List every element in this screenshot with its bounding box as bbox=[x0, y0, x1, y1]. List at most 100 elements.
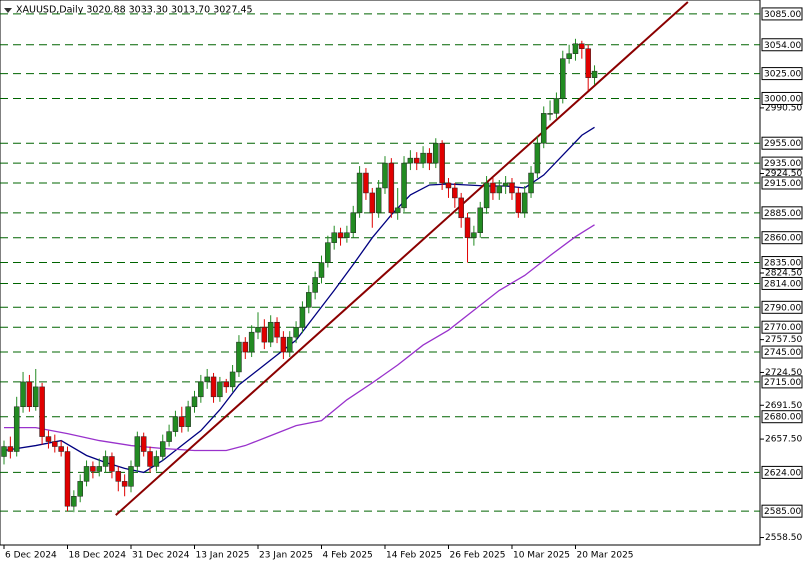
x-tick-label: 6 Dec 2024 bbox=[5, 551, 57, 561]
candle-body bbox=[534, 142, 541, 174]
candle-body bbox=[204, 376, 210, 383]
level-label: 2770.00 bbox=[764, 323, 801, 333]
candle-body bbox=[579, 43, 585, 49]
candle-body bbox=[102, 456, 109, 467]
candle-body bbox=[77, 481, 83, 497]
candle-body bbox=[90, 466, 96, 472]
candle-body bbox=[420, 152, 426, 164]
y-tick-label: 2757.50 bbox=[765, 335, 802, 345]
candle-body bbox=[318, 262, 325, 278]
level-label: 2955.00 bbox=[764, 139, 801, 149]
level-label: 2935.00 bbox=[764, 159, 801, 169]
candle-body bbox=[369, 192, 376, 214]
candle-body bbox=[39, 386, 45, 437]
level-label-box bbox=[761, 38, 803, 52]
trendline bbox=[115, 1, 689, 516]
candle-body bbox=[223, 381, 229, 388]
level-label: 2835.00 bbox=[764, 259, 801, 269]
level-label-box bbox=[761, 320, 803, 334]
candle-body bbox=[325, 242, 331, 263]
candle-body bbox=[375, 187, 382, 214]
candle-body bbox=[52, 441, 58, 447]
candle-body bbox=[274, 321, 280, 338]
candle-body bbox=[121, 481, 128, 487]
x-tick-label: 4 Feb 2025 bbox=[322, 551, 372, 561]
candle-body bbox=[344, 232, 350, 238]
candle-body bbox=[591, 70, 598, 78]
candle-body bbox=[388, 162, 395, 214]
y-tick-label: 2558.50 bbox=[765, 533, 802, 543]
candle-body bbox=[483, 182, 490, 209]
level-label: 3054.00 bbox=[764, 41, 801, 51]
level-label: 2790.00 bbox=[764, 303, 801, 313]
candle-body bbox=[337, 232, 344, 238]
candle-body bbox=[413, 157, 420, 164]
candle-body bbox=[439, 142, 445, 184]
x-tick-label: 23 Jan 2025 bbox=[259, 551, 313, 561]
candle-body bbox=[572, 43, 579, 54]
candle-body bbox=[521, 192, 528, 214]
candle-body bbox=[13, 406, 20, 452]
candle-body bbox=[299, 307, 306, 328]
plot bbox=[0, 1, 760, 516]
candle-body bbox=[248, 331, 255, 353]
candle-body bbox=[83, 466, 90, 482]
level-label-box bbox=[761, 7, 803, 21]
candle-body bbox=[401, 162, 407, 209]
candle-body bbox=[179, 416, 185, 427]
level-label-box bbox=[761, 375, 803, 389]
level-label: 2585.00 bbox=[764, 507, 801, 517]
candle-body bbox=[1, 446, 7, 457]
candle-body bbox=[71, 496, 77, 507]
level-label: 2745.00 bbox=[764, 348, 801, 358]
candle-body bbox=[109, 456, 115, 472]
candle-body bbox=[45, 436, 52, 442]
candle-body bbox=[515, 192, 522, 214]
level-label-box bbox=[761, 465, 803, 479]
level-label-box bbox=[761, 256, 803, 270]
candle-body bbox=[560, 58, 566, 99]
candle-body bbox=[509, 182, 515, 194]
y-tick-label: 2990.50 bbox=[765, 103, 802, 113]
candle-body bbox=[585, 48, 591, 78]
level-label: 2715.00 bbox=[764, 378, 801, 388]
candle-body bbox=[166, 431, 172, 442]
x-tick-label: 14 Feb 2025 bbox=[386, 551, 442, 561]
candle-body bbox=[306, 292, 312, 308]
x-tick-label: 13 Jan 2025 bbox=[195, 551, 249, 561]
y-tick-label: 2691.50 bbox=[765, 401, 802, 411]
candle-body bbox=[331, 232, 337, 243]
level-label-box bbox=[761, 231, 803, 245]
candle-body bbox=[115, 471, 122, 482]
candle-body bbox=[471, 232, 477, 238]
candle-body bbox=[185, 406, 191, 427]
candle-body bbox=[147, 451, 153, 467]
candle-body bbox=[540, 113, 547, 144]
candle-body bbox=[217, 381, 223, 398]
candle-body bbox=[159, 441, 166, 457]
candle-body bbox=[261, 326, 268, 343]
level-label: 2860.00 bbox=[764, 234, 801, 244]
level-label: 2814.00 bbox=[764, 279, 801, 289]
candle-body bbox=[477, 207, 483, 233]
candle-body bbox=[140, 436, 147, 452]
level-label: 2915.00 bbox=[764, 179, 801, 189]
x-tick-label: 10 Mar 2025 bbox=[513, 551, 570, 561]
candle-body bbox=[350, 212, 356, 233]
candle-body bbox=[236, 341, 242, 373]
plot-area bbox=[0, 0, 761, 546]
level-label-box bbox=[761, 176, 803, 190]
candle-body bbox=[242, 341, 249, 353]
candle-body bbox=[172, 416, 179, 432]
candle-body bbox=[32, 386, 39, 408]
candle-body bbox=[490, 182, 496, 194]
candle-body bbox=[26, 381, 33, 408]
level-label-box bbox=[761, 345, 803, 359]
candle-body bbox=[191, 396, 198, 408]
candle-body bbox=[255, 326, 261, 333]
candle-body bbox=[496, 185, 503, 194]
candle-body bbox=[229, 371, 236, 388]
candle-body bbox=[210, 376, 217, 398]
